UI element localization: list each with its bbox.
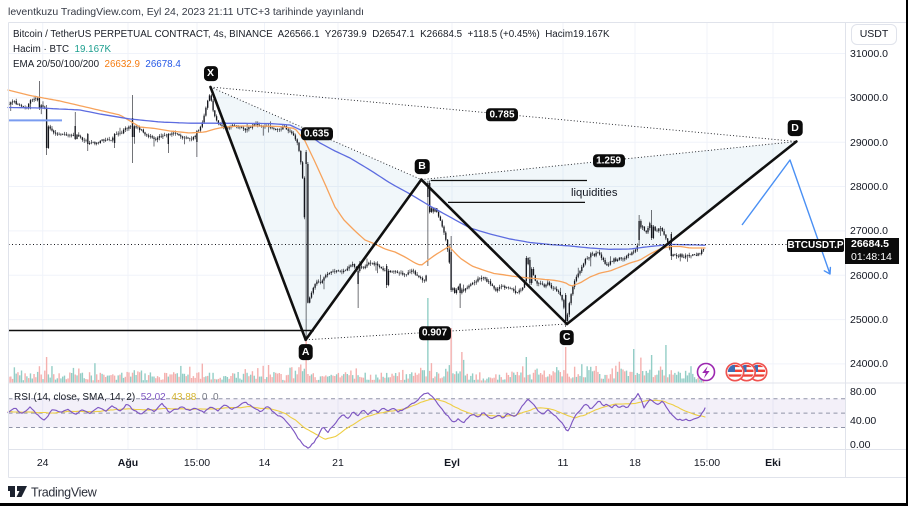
- svg-text:TradingView: TradingView: [31, 486, 98, 500]
